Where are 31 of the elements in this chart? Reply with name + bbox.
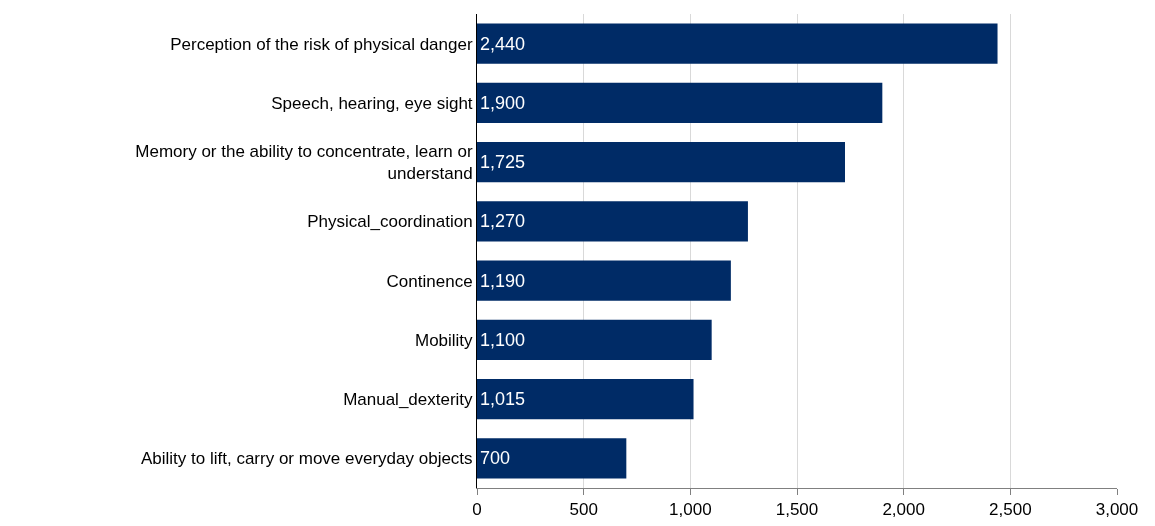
data-label: 1,900 — [480, 92, 526, 113]
bar — [477, 141, 845, 183]
y-tick-label: Continence — [386, 271, 473, 291]
y-tick-label: Manual_dexterity — [343, 390, 474, 410]
x-tick-label: 2,000 — [882, 500, 925, 520]
x-tick-label: 1,500 — [775, 500, 819, 520]
x-tick-label: 1,000 — [669, 500, 712, 520]
x-tick-label: 500 — [569, 500, 598, 520]
bar — [477, 82, 883, 124]
data-label: 1,190 — [480, 270, 526, 291]
data-label: 1,725 — [480, 152, 526, 173]
data-label: 700 — [480, 448, 511, 469]
data-label: 2,440 — [480, 33, 526, 54]
bar — [477, 438, 627, 479]
data-label: 1,100 — [480, 329, 526, 350]
data-label: 1,270 — [480, 211, 526, 232]
bar — [477, 260, 731, 301]
bar — [477, 319, 712, 361]
x-tick-label: 2,500 — [989, 500, 1032, 520]
y-tick-label: Memory or the ability to concentrate, learn or understand — [135, 142, 473, 184]
y-tick-label: Mobility — [414, 330, 474, 350]
y-tick-label: Speech, hearing, eye sight — [271, 93, 473, 113]
x-tick-label: 0 — [472, 500, 482, 520]
y-tick-label: Perception of the risk of physical danger — [170, 34, 473, 54]
bar — [477, 378, 694, 420]
bar — [477, 23, 998, 64]
y-tick-label: Ability to lift, carry or move everyday objects — [140, 449, 473, 469]
bar — [477, 201, 748, 242]
y-tick-label: Physical_coordination — [307, 212, 473, 232]
data-label: 1,015 — [480, 389, 526, 410]
x-tick-label: 3,000 — [1095, 500, 1139, 520]
